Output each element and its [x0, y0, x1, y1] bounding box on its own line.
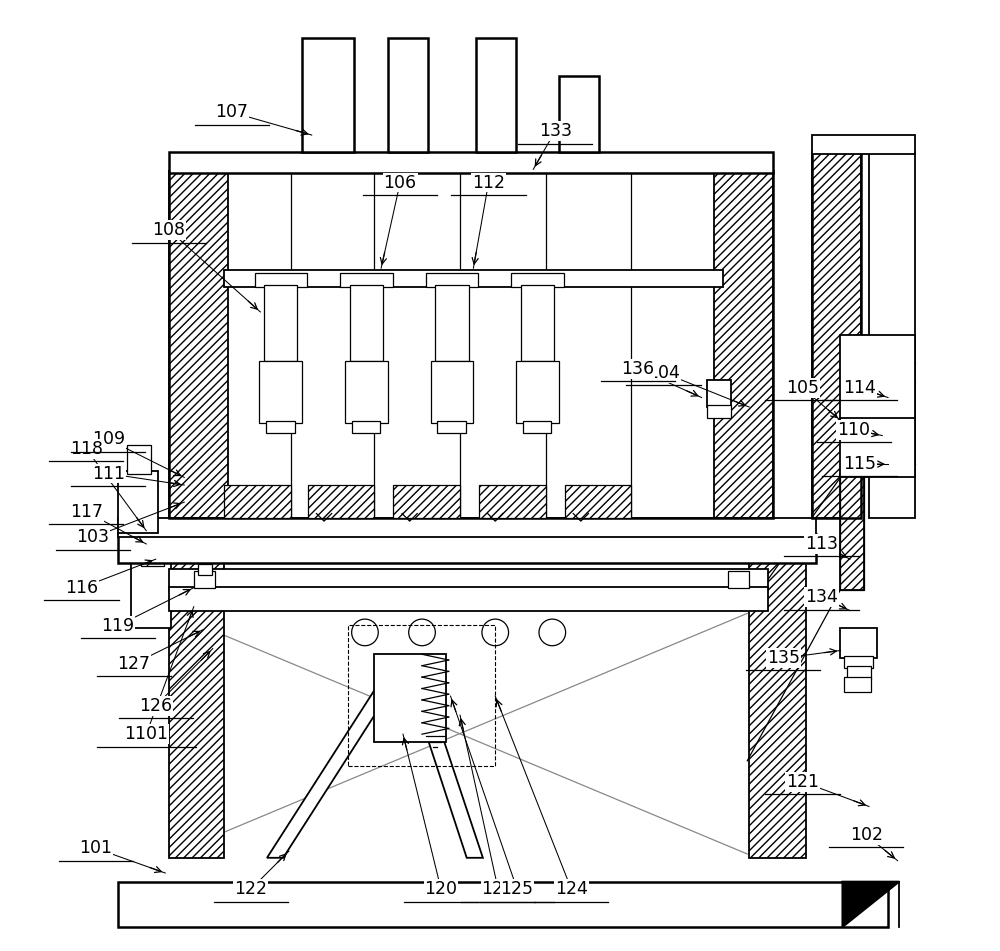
- Text: 120: 120: [425, 881, 458, 898]
- Bar: [169, 171, 228, 518]
- Bar: [169, 587, 768, 611]
- Text: 106: 106: [384, 174, 417, 191]
- Text: 112: 112: [472, 174, 505, 191]
- Bar: [812, 152, 861, 518]
- Bar: [169, 563, 224, 858]
- Bar: [302, 38, 354, 152]
- Text: 124: 124: [555, 881, 588, 898]
- Bar: [259, 361, 302, 423]
- Bar: [812, 152, 861, 518]
- Bar: [266, 421, 295, 433]
- Bar: [431, 361, 473, 423]
- Text: 134: 134: [805, 589, 838, 606]
- Bar: [437, 421, 466, 433]
- Text: 119: 119: [101, 617, 134, 634]
- Bar: [345, 361, 388, 423]
- Bar: [840, 335, 915, 420]
- Bar: [141, 549, 164, 566]
- Text: 126: 126: [139, 697, 172, 714]
- Text: 101: 101: [79, 840, 112, 857]
- Bar: [714, 171, 773, 518]
- Polygon shape: [842, 882, 899, 927]
- Bar: [523, 421, 551, 433]
- Bar: [118, 471, 158, 533]
- Bar: [844, 677, 871, 692]
- Bar: [388, 38, 428, 152]
- Bar: [476, 38, 516, 152]
- Bar: [393, 485, 460, 518]
- Bar: [565, 485, 631, 518]
- Bar: [516, 361, 559, 423]
- Bar: [143, 528, 162, 552]
- Text: 107: 107: [215, 104, 248, 121]
- Bar: [840, 474, 864, 590]
- Bar: [169, 569, 768, 590]
- Text: 123: 123: [482, 881, 515, 898]
- Text: 1101: 1101: [124, 726, 168, 743]
- Text: 136: 136: [621, 360, 654, 378]
- Bar: [374, 654, 446, 742]
- Bar: [131, 563, 171, 628]
- Bar: [707, 405, 731, 418]
- Polygon shape: [267, 675, 400, 858]
- Text: 121: 121: [786, 773, 819, 790]
- Text: 122: 122: [234, 881, 267, 898]
- Text: 135: 135: [767, 650, 800, 667]
- Bar: [847, 666, 871, 679]
- Bar: [521, 285, 554, 361]
- Text: 103: 103: [76, 529, 109, 546]
- Text: 116: 116: [65, 579, 98, 596]
- Bar: [255, 273, 307, 287]
- Bar: [844, 656, 873, 668]
- Bar: [308, 485, 374, 518]
- Bar: [169, 171, 773, 518]
- Text: 118: 118: [70, 440, 103, 457]
- Bar: [127, 445, 151, 474]
- Bar: [707, 380, 731, 407]
- Bar: [435, 285, 469, 361]
- Bar: [340, 273, 393, 287]
- Bar: [840, 474, 864, 590]
- Bar: [264, 285, 297, 361]
- Polygon shape: [407, 675, 483, 858]
- Bar: [194, 571, 215, 588]
- Bar: [869, 152, 915, 518]
- Bar: [812, 135, 915, 154]
- Text: 110: 110: [837, 421, 870, 438]
- Text: 104: 104: [647, 364, 680, 381]
- Bar: [198, 564, 212, 575]
- Text: 109: 109: [92, 431, 125, 448]
- Bar: [559, 76, 599, 152]
- Text: 117: 117: [70, 503, 103, 520]
- Bar: [426, 273, 478, 287]
- Bar: [118, 882, 888, 927]
- Text: 133: 133: [539, 123, 572, 140]
- Text: 108: 108: [153, 222, 186, 239]
- Bar: [350, 285, 383, 361]
- Bar: [479, 485, 546, 518]
- Text: 105: 105: [786, 379, 819, 397]
- Bar: [118, 518, 816, 537]
- Text: 125: 125: [501, 881, 534, 898]
- Bar: [169, 152, 773, 173]
- Bar: [749, 563, 806, 858]
- Bar: [118, 534, 816, 563]
- Text: 113: 113: [805, 535, 838, 553]
- Bar: [348, 625, 495, 766]
- Bar: [840, 418, 915, 477]
- Bar: [511, 273, 564, 287]
- Bar: [224, 270, 723, 287]
- Text: 114: 114: [843, 379, 876, 397]
- Text: 102: 102: [850, 826, 883, 844]
- Bar: [352, 421, 380, 433]
- Bar: [224, 485, 291, 518]
- Text: 115: 115: [843, 456, 876, 473]
- Bar: [840, 628, 877, 658]
- Text: 127: 127: [117, 655, 150, 672]
- Bar: [728, 571, 749, 588]
- Text: 111: 111: [92, 465, 125, 482]
